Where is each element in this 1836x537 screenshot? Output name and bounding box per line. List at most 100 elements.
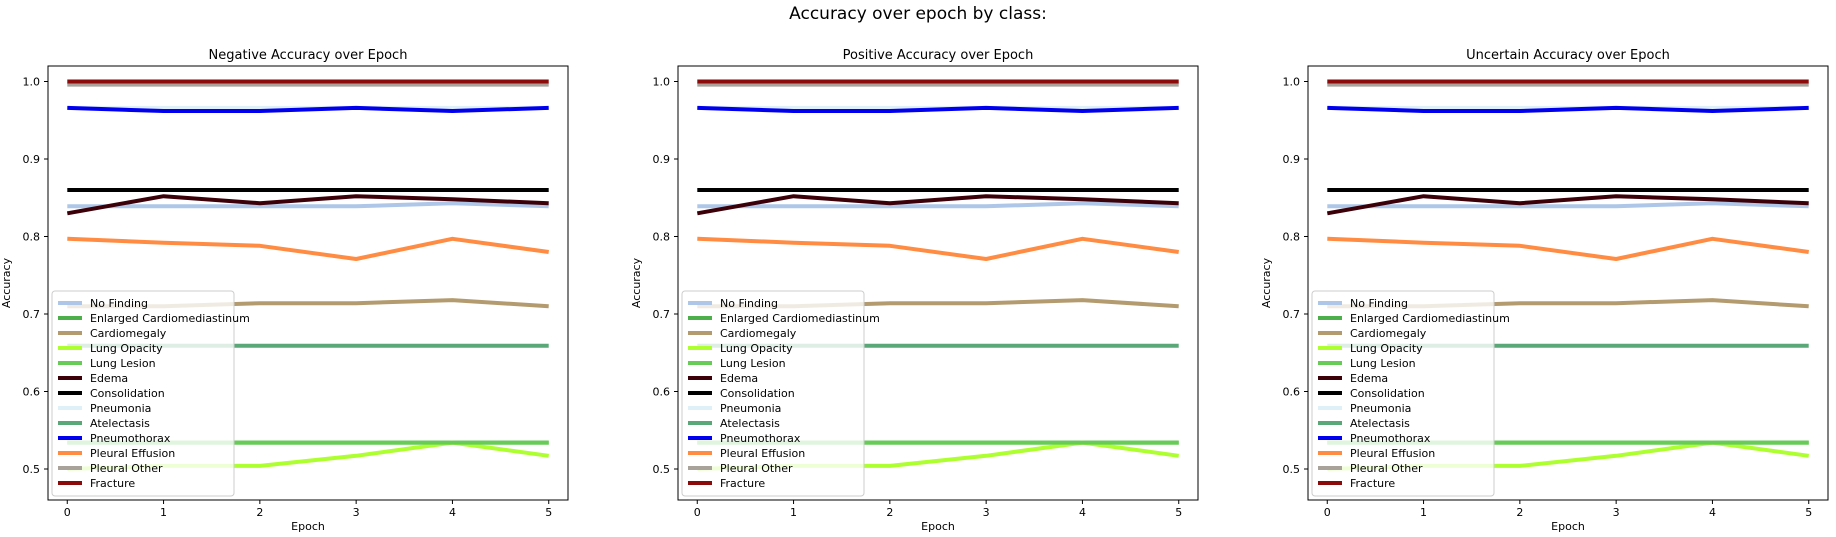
y-tick-label: 1.0 bbox=[653, 76, 671, 89]
legend: No Finding Enlarged Cardiomediastinum Card… bbox=[1311, 290, 1510, 497]
chart-panel-2: Uncertain Accuracy over Epoch 0 1 2 3 4 5 0.5 0.… bbox=[1260, 48, 1829, 533]
legend-label: Consolidation bbox=[90, 387, 165, 400]
legend-label: Lung Opacity bbox=[90, 342, 163, 355]
legend-box bbox=[681, 290, 865, 497]
y-tick-label: 1.0 bbox=[1283, 76, 1301, 89]
x-tick-label: 1 bbox=[160, 506, 167, 519]
y-tick-label: 0.5 bbox=[653, 463, 671, 476]
legend-label: Consolidation bbox=[1350, 387, 1425, 400]
chart-title: Uncertain Accuracy over Epoch bbox=[1466, 48, 1670, 63]
series-line-edema bbox=[66, 194, 549, 216]
legend-label: Edema bbox=[90, 372, 128, 385]
legend-box bbox=[51, 290, 235, 497]
x-tick-label: 3 bbox=[983, 506, 990, 519]
series-line-pleural-effusion bbox=[67, 236, 549, 261]
y-tick-label: 0.5 bbox=[1283, 463, 1301, 476]
y-tick-label: 0.9 bbox=[23, 153, 41, 166]
x-axis-label: Epoch bbox=[1551, 520, 1585, 533]
legend-label: Pneumonia bbox=[90, 402, 151, 415]
chart-title: Negative Accuracy over Epoch bbox=[209, 48, 408, 63]
x-tick-label: 5 bbox=[1175, 506, 1182, 519]
series-line-no-finding bbox=[67, 201, 549, 209]
y-tick-label: 0.8 bbox=[1283, 231, 1301, 244]
legend-label: Cardiomegaly bbox=[720, 327, 797, 340]
legend: No Finding Enlarged Cardiomediastinum Card… bbox=[51, 290, 250, 497]
legend-label: Lung Lesion bbox=[720, 357, 786, 370]
axes-frame bbox=[677, 65, 1199, 501]
legend-label: Atelectasis bbox=[90, 417, 150, 430]
figure-title: Accuracy over epoch by class: bbox=[789, 4, 1047, 24]
legend-label: No Finding bbox=[90, 297, 148, 310]
x-tick-label: 5 bbox=[1805, 506, 1812, 519]
y-tick-label: 0.7 bbox=[1283, 308, 1301, 321]
series-line-pneumothorax bbox=[697, 105, 1179, 113]
legend: No Finding Enlarged Cardiomediastinum Card… bbox=[681, 290, 880, 497]
legend-label: Consolidation bbox=[720, 387, 795, 400]
y-tick-label: 0.8 bbox=[23, 231, 41, 244]
legend-box bbox=[1311, 290, 1495, 497]
y-tick-label: 0.5 bbox=[23, 463, 41, 476]
legend-label: Enlarged Cardiomediastinum bbox=[1350, 312, 1510, 325]
chart-panel-0: Negative Accuracy over Epoch 0 1 2 3 4 5 0.5 0.6… bbox=[0, 48, 569, 533]
x-tick-label: 2 bbox=[256, 506, 263, 519]
series-line-edema bbox=[696, 194, 1179, 216]
x-tick-label: 0 bbox=[1324, 506, 1331, 519]
legend-label: No Finding bbox=[1350, 297, 1408, 310]
legend-label: Fracture bbox=[720, 477, 765, 490]
legend-label: Lung Opacity bbox=[720, 342, 793, 355]
legend-label: Enlarged Cardiomediastinum bbox=[720, 312, 880, 325]
series-line-pneumothorax bbox=[67, 105, 549, 113]
x-tick-label: 3 bbox=[1613, 506, 1620, 519]
legend-label: Cardiomegaly bbox=[90, 327, 167, 340]
legend-label: Lung Opacity bbox=[1350, 342, 1423, 355]
x-axis-label: Epoch bbox=[921, 520, 955, 533]
series-line-pleural-effusion bbox=[1327, 236, 1809, 261]
y-tick-label: 0.9 bbox=[1283, 153, 1301, 166]
x-axis-label: Epoch bbox=[291, 520, 325, 533]
legend-label: Fracture bbox=[1350, 477, 1395, 490]
y-tick-label: 0.9 bbox=[653, 153, 671, 166]
legend-label: Pleural Other bbox=[1350, 462, 1423, 475]
series-line-pneumothorax bbox=[1327, 105, 1809, 113]
y-tick-label: 0.7 bbox=[653, 308, 671, 321]
x-tick-label: 5 bbox=[545, 506, 552, 519]
x-tick-label: 2 bbox=[886, 506, 893, 519]
legend-label: Atelectasis bbox=[720, 417, 780, 430]
series-line-edema bbox=[1326, 194, 1809, 216]
y-axis-label: Accuracy bbox=[1260, 257, 1273, 308]
y-tick-label: 0.7 bbox=[23, 308, 41, 321]
legend-label: Pleural Other bbox=[720, 462, 793, 475]
series-line-no-finding bbox=[697, 201, 1179, 209]
legend-label: Pneumonia bbox=[1350, 402, 1411, 415]
legend-label: Pleural Other bbox=[90, 462, 163, 475]
legend-label: Pleural Effusion bbox=[720, 447, 805, 460]
legend-label: Fracture bbox=[90, 477, 135, 490]
x-tick-label: 1 bbox=[1420, 506, 1427, 519]
legend-label: Pneumothorax bbox=[1350, 432, 1431, 445]
series-line-pleural-effusion bbox=[697, 236, 1179, 261]
legend-label: Pleural Effusion bbox=[90, 447, 175, 460]
axes-frame bbox=[1307, 65, 1829, 501]
y-tick-label: 1.0 bbox=[23, 76, 41, 89]
legend-label: Enlarged Cardiomediastinum bbox=[90, 312, 250, 325]
legend-label: Edema bbox=[1350, 372, 1388, 385]
legend-label: Pleural Effusion bbox=[1350, 447, 1435, 460]
legend-label: Lung Lesion bbox=[1350, 357, 1416, 370]
legend-label: Lung Lesion bbox=[90, 357, 156, 370]
series-lines bbox=[66, 79, 549, 471]
x-tick-label: 0 bbox=[64, 506, 71, 519]
y-axis-label: Accuracy bbox=[0, 257, 13, 308]
chart-title: Positive Accuracy over Epoch bbox=[843, 48, 1034, 63]
y-tick-label: 0.6 bbox=[1283, 386, 1301, 399]
x-tick-label: 4 bbox=[1079, 506, 1086, 519]
x-tick-label: 0 bbox=[694, 506, 701, 519]
legend-label: Pneumothorax bbox=[720, 432, 801, 445]
y-tick-label: 0.6 bbox=[23, 386, 41, 399]
x-tick-label: 4 bbox=[1709, 506, 1716, 519]
legend-label: Cardiomegaly bbox=[1350, 327, 1427, 340]
x-tick-label: 3 bbox=[353, 506, 360, 519]
series-line-no-finding bbox=[1327, 201, 1809, 209]
x-tick-label: 4 bbox=[449, 506, 456, 519]
legend-label: Atelectasis bbox=[1350, 417, 1410, 430]
